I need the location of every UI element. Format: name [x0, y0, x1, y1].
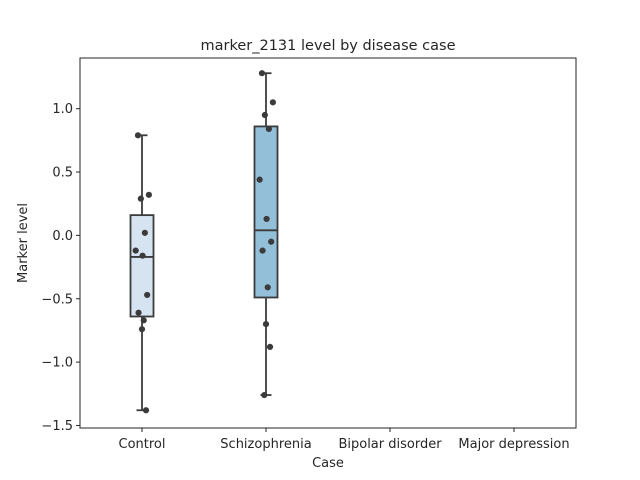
data-point — [265, 125, 272, 133]
data-point — [140, 317, 147, 324]
data-point — [259, 247, 266, 254]
chart-title: marker_2131 level by disease case — [201, 38, 456, 54]
x-tick-label: Bipolar disorder — [338, 437, 442, 452]
data-point — [261, 111, 268, 119]
y-tick-label: 0.5 — [52, 166, 73, 181]
data-point — [256, 176, 263, 183]
box-group-schizophrenia — [253, 70, 279, 399]
y-tick-label: −1.0 — [41, 356, 73, 371]
data-point — [266, 343, 274, 351]
x-tick-label: Schizophrenia — [220, 437, 311, 452]
data-point — [134, 132, 142, 139]
y-tick-label: 1.0 — [52, 102, 73, 117]
x-axis: Control Schizophrenia Bipolar disorder Majo… — [119, 428, 570, 452]
data-point — [264, 284, 271, 291]
box-iqr — [253, 125, 279, 299]
data-point — [132, 247, 139, 254]
data-point — [142, 407, 150, 414]
data-point — [268, 238, 275, 245]
data-point — [139, 252, 146, 259]
y-tick-label: 0.0 — [52, 229, 73, 244]
data-point — [137, 195, 144, 202]
data-point — [269, 99, 276, 106]
plot-area-frame — [79, 57, 577, 429]
data-point — [263, 215, 270, 223]
y-axis-label: Marker level — [16, 203, 31, 283]
data-point — [262, 320, 270, 328]
data-point — [261, 391, 268, 399]
data-point — [135, 309, 142, 316]
y-tick-label: −0.5 — [41, 292, 73, 307]
data-point — [145, 191, 152, 198]
data-point — [144, 291, 151, 299]
box-group-control — [129, 132, 155, 414]
box-iqr — [129, 214, 155, 318]
data-point — [141, 229, 148, 236]
box-series — [129, 70, 279, 414]
y-axis: −1.5 −1.0 −0.5 0.0 0.5 1.0 — [41, 102, 80, 434]
y-tick-label: −1.5 — [41, 419, 73, 434]
x-tick-label: Control — [119, 437, 166, 452]
x-tick-label: Major depression — [458, 437, 569, 452]
x-axis-label: Case — [312, 456, 344, 471]
data-point — [258, 70, 266, 77]
data-point — [138, 326, 146, 333]
